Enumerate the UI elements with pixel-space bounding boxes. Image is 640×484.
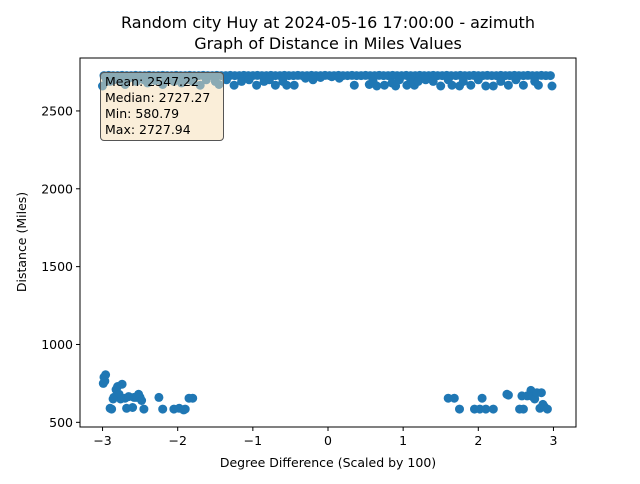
x-tick-label: −3 (93, 433, 111, 448)
data-point (372, 81, 382, 91)
chart-subtitle: Graph of Distance in Miles Values (194, 34, 462, 53)
data-point (188, 393, 198, 403)
data-point (458, 76, 468, 86)
x-tick-label: 2 (474, 433, 482, 448)
stats-max: Max: 2727.94 (105, 122, 191, 137)
stats-mean: Mean: 2547.22 (105, 74, 199, 89)
x-tick-label: −1 (244, 433, 262, 448)
data-point (466, 80, 476, 90)
chart-title: Random city Huy at 2024-05-16 17:00:00 -… (121, 13, 535, 32)
data-point (252, 80, 262, 90)
data-point (533, 80, 543, 90)
x-axis-ticks: −3 −2 −1 0 1 2 3 (93, 427, 557, 448)
data-point (477, 393, 487, 403)
data-point (481, 81, 491, 91)
data-point (316, 73, 325, 82)
data-point (139, 404, 149, 414)
data-point (547, 81, 557, 91)
data-point (158, 404, 168, 414)
y-tick-label: 2000 (41, 181, 73, 196)
data-point (542, 404, 552, 414)
data-point (518, 80, 528, 90)
data-point (327, 72, 337, 82)
data-point (107, 404, 117, 414)
data-point (244, 75, 254, 85)
data-point (447, 80, 457, 90)
data-point (503, 390, 513, 400)
data-point (428, 76, 438, 86)
y-tick-label: 500 (49, 415, 73, 430)
data-point (421, 75, 431, 85)
data-point (436, 81, 446, 91)
data-point (222, 75, 231, 85)
data-point (154, 392, 164, 402)
data-point (270, 80, 280, 90)
x-tick-label: 3 (549, 433, 557, 448)
data-point (481, 404, 491, 414)
data-point (117, 379, 127, 389)
x-axis-label: Degree Difference (Scaled by 100) (220, 455, 436, 470)
data-point (229, 80, 239, 90)
data-point (264, 75, 274, 85)
data-point (108, 394, 118, 404)
y-axis-ticks: 500 1000 1500 2000 2500 (41, 103, 80, 430)
x-tick-label: 0 (324, 433, 332, 448)
data-point (301, 73, 310, 83)
y-tick-label: 1000 (41, 337, 73, 352)
data-point (473, 75, 483, 85)
data-point (455, 404, 464, 414)
y-tick-label: 2500 (41, 103, 73, 118)
data-point (101, 370, 111, 380)
data-point (334, 73, 344, 83)
data-point (128, 403, 138, 412)
data-point (282, 80, 292, 90)
data-point (237, 76, 247, 86)
data-point (308, 75, 318, 85)
data-point (488, 81, 498, 91)
data-point (349, 80, 359, 90)
x-tick-label: −2 (168, 433, 186, 448)
data-point (511, 75, 521, 85)
y-axis-label: Distance (Miles) (14, 192, 29, 292)
data-point (289, 80, 299, 90)
stats-median: Median: 2727.27 (105, 90, 211, 105)
y-tick-label: 1500 (41, 259, 73, 274)
stats-min: Min: 580.79 (105, 106, 180, 121)
data-point (180, 404, 190, 414)
data-point (503, 80, 513, 90)
stats-box (100, 72, 224, 141)
data-point (394, 75, 404, 85)
data-point (545, 71, 555, 81)
data-point (496, 76, 506, 86)
data-point (536, 388, 546, 398)
data-point (518, 404, 528, 414)
data-point (413, 76, 423, 86)
data-point (137, 396, 147, 405)
data-point (449, 393, 459, 403)
x-tick-label: 1 (399, 433, 407, 448)
data-point (488, 404, 498, 414)
data-point (379, 80, 389, 90)
